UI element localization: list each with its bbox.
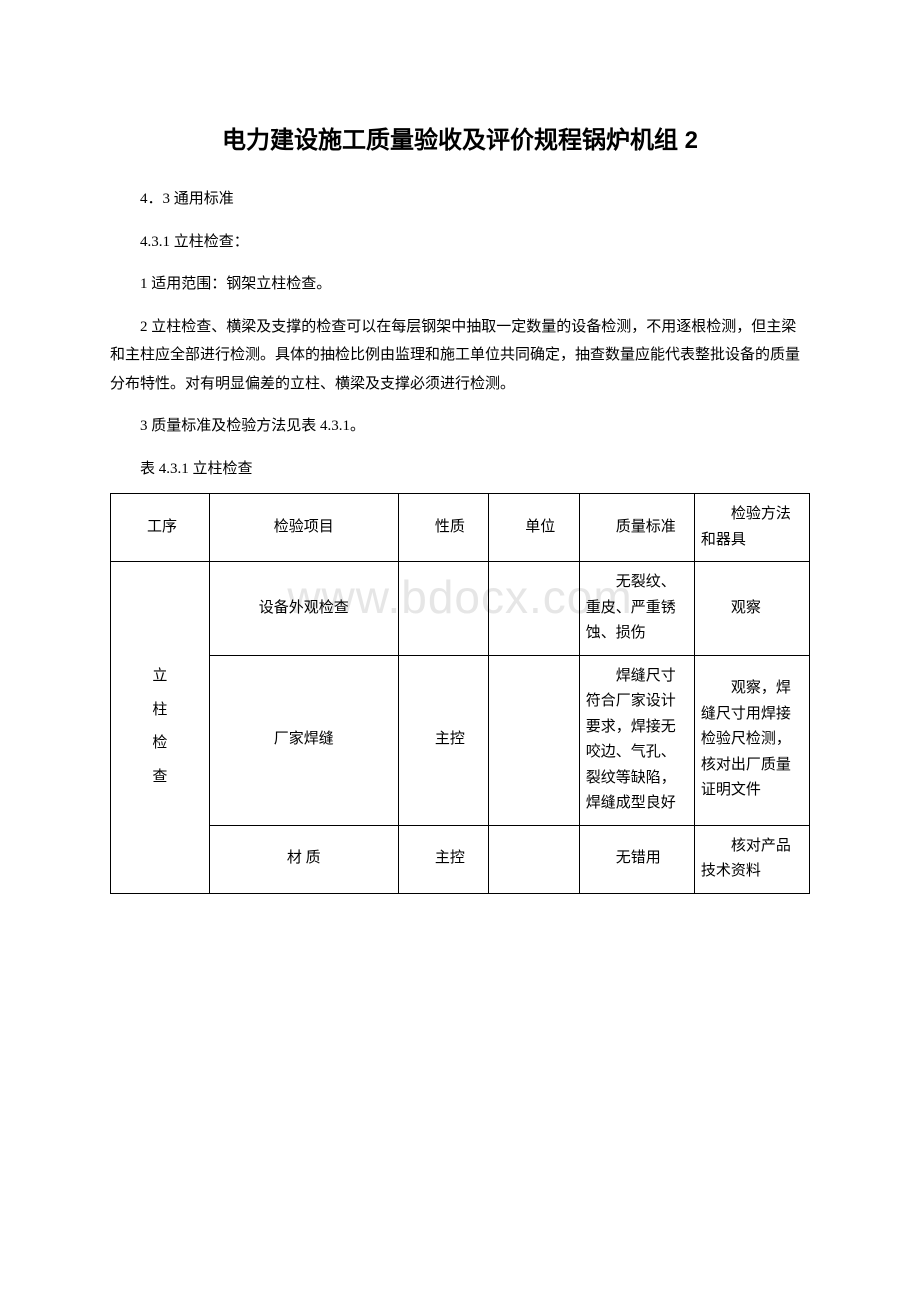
table-header-row: 工序 检验项目 性质 单位 质量标准 检验方法和器具	[111, 494, 810, 562]
header-seq: 工序	[111, 494, 210, 562]
cell-item: 设备外观检查	[209, 562, 398, 656]
header-unit: 单位	[489, 494, 579, 562]
cell-unit	[489, 562, 579, 656]
cell-method: 观察，焊缝尺寸用焊接检验尺检测，核对出厂质量证明文件	[694, 655, 809, 825]
header-nature: 性质	[398, 494, 488, 562]
row-group-label: 立 柱 检 查	[111, 562, 210, 894]
header-item: 检验项目	[209, 494, 398, 562]
inspection-table: 工序 检验项目 性质 单位 质量标准 检验方法和器具 立 柱 检 查 设备外观检…	[110, 493, 810, 894]
cell-nature: 主控	[398, 655, 488, 825]
cell-method: 核对产品技术资料	[694, 825, 809, 893]
cell-item: 材 质	[209, 825, 398, 893]
cell-method: 观察	[694, 562, 809, 656]
cell-item: 厂家焊缝	[209, 655, 398, 825]
section-number: 4．3 通用标准	[110, 185, 810, 214]
cell-unit	[489, 825, 579, 893]
table-row: 厂家焊缝 主控 焊缝尺寸符合厂家设计要求，焊接无咬边、气孔、裂纹等缺陷，焊缝成型…	[111, 655, 810, 825]
cell-standard: 无错用	[579, 825, 694, 893]
scope-paragraph: 1 适用范围：钢架立柱检查。	[110, 270, 810, 299]
cell-nature: 主控	[398, 825, 488, 893]
table-caption: 表 4.3.1 立柱检查	[110, 455, 810, 484]
description-paragraph: 2 立柱检查、横梁及支撑的检查可以在每层钢架中抽取一定数量的设备检测，不用逐根检…	[110, 313, 810, 399]
page-title: 电力建设施工质量验收及评价规程锅炉机组 2	[110, 120, 810, 155]
header-method: 检验方法和器具	[694, 494, 809, 562]
cell-standard: 无裂纹、重皮、严重锈蚀、损伤	[579, 562, 694, 656]
table-row: 立 柱 检 查 设备外观检查 无裂纹、重皮、严重锈蚀、损伤 观察	[111, 562, 810, 656]
reference-paragraph: 3 质量标准及检验方法见表 4.3.1。	[110, 412, 810, 441]
table-row: 材 质 主控 无错用 核对产品技术资料	[111, 825, 810, 893]
document-content: 电力建设施工质量验收及评价规程锅炉机组 2 4．3 通用标准 4.3.1 立柱检…	[110, 120, 810, 894]
cell-unit	[489, 655, 579, 825]
cell-standard: 焊缝尺寸符合厂家设计要求，焊接无咬边、气孔、裂纹等缺陷，焊缝成型良好	[579, 655, 694, 825]
subsection-number: 4.3.1 立柱检查：	[110, 228, 810, 257]
cell-nature	[398, 562, 488, 656]
header-standard: 质量标准	[579, 494, 694, 562]
